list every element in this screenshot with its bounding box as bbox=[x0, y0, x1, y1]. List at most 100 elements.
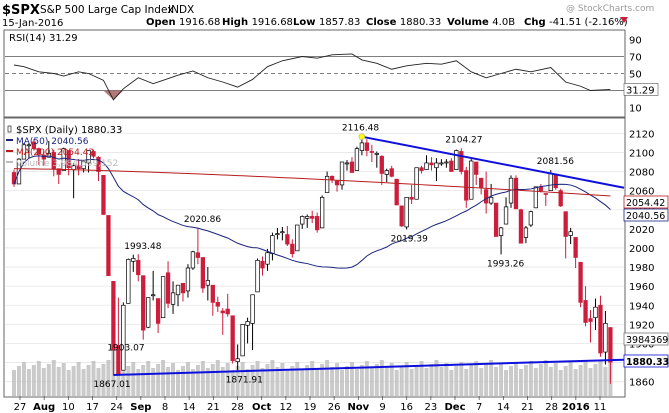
candle-body bbox=[479, 177, 484, 189]
candle bbox=[518, 208, 524, 244]
candle-body bbox=[518, 209, 524, 244]
volume-bar bbox=[300, 369, 305, 396]
volume-bar bbox=[131, 362, 136, 396]
volume-bar bbox=[290, 366, 295, 396]
candle bbox=[280, 226, 285, 241]
candle-body bbox=[255, 260, 260, 293]
price-y-tick: 2100 bbox=[629, 148, 654, 159]
volume-bar bbox=[41, 368, 46, 396]
candle bbox=[180, 282, 186, 302]
candle-body bbox=[185, 267, 191, 292]
candle bbox=[573, 237, 578, 269]
candle-body bbox=[359, 142, 365, 151]
rsi-y-tick: 70 bbox=[629, 53, 642, 64]
candle-body bbox=[165, 272, 171, 304]
volume-bar bbox=[51, 360, 56, 396]
candle bbox=[225, 293, 230, 317]
volume-bar bbox=[180, 366, 185, 396]
volume-bar bbox=[479, 368, 484, 396]
volume-bar bbox=[275, 367, 280, 396]
candle bbox=[11, 169, 17, 187]
volume-bar bbox=[265, 364, 270, 396]
candle-body bbox=[409, 196, 414, 200]
volume-bar bbox=[325, 360, 330, 396]
candle bbox=[121, 302, 126, 371]
candle bbox=[508, 175, 514, 208]
volume-bar bbox=[538, 364, 543, 396]
candle bbox=[474, 161, 479, 185]
volume-bar bbox=[220, 367, 225, 396]
candle bbox=[146, 297, 151, 329]
candle bbox=[469, 159, 474, 200]
candle-body bbox=[121, 304, 126, 371]
candle bbox=[290, 239, 295, 258]
candle bbox=[126, 258, 131, 304]
candle bbox=[324, 171, 330, 193]
volume-bar bbox=[354, 369, 359, 396]
x-tick-label: 19 bbox=[304, 402, 317, 413]
candle-body bbox=[523, 227, 529, 238]
candle-body bbox=[31, 141, 37, 149]
right-value-box bbox=[623, 354, 669, 368]
price-annotation: 2081.56 bbox=[537, 157, 574, 167]
candle-body bbox=[379, 155, 384, 174]
pivot-highlight bbox=[358, 133, 366, 140]
candle bbox=[190, 250, 196, 270]
x-tick-label: 14 bbox=[183, 402, 196, 413]
volume-bar bbox=[81, 369, 86, 396]
candle bbox=[141, 275, 146, 340]
candle-body bbox=[399, 205, 404, 227]
candle-body bbox=[339, 161, 345, 186]
volume-bar bbox=[419, 361, 424, 396]
candle bbox=[160, 276, 166, 319]
rsi-panel: RSI(14) 31.29 103050709031.29 bbox=[3, 29, 659, 118]
candle-body bbox=[310, 216, 315, 219]
candle bbox=[300, 215, 305, 229]
volume-bar bbox=[528, 361, 533, 396]
rsi-y-tick: 90 bbox=[629, 36, 642, 47]
trendline-lower bbox=[113, 358, 625, 376]
candle bbox=[235, 344, 240, 371]
volume-bar bbox=[315, 368, 320, 396]
candle bbox=[151, 270, 156, 301]
candle bbox=[553, 174, 558, 190]
candle bbox=[354, 146, 360, 171]
volume-bar bbox=[176, 370, 181, 396]
down-triangle-icon bbox=[620, 17, 628, 23]
volume-bar bbox=[374, 364, 379, 396]
volume-bar bbox=[349, 362, 354, 396]
candle bbox=[503, 197, 509, 225]
legend-entry: MA(200) 2054.42 bbox=[16, 148, 94, 158]
volume-bar bbox=[523, 365, 528, 396]
volume-bar bbox=[280, 363, 285, 396]
candle bbox=[339, 161, 345, 190]
candle bbox=[315, 212, 320, 233]
candle bbox=[498, 226, 504, 255]
candle-body bbox=[205, 280, 210, 286]
candle bbox=[344, 160, 350, 171]
volume-bar bbox=[91, 361, 96, 396]
candle bbox=[364, 139, 370, 157]
candle bbox=[429, 157, 434, 171]
candle bbox=[484, 171, 489, 214]
ma200-line bbox=[13, 168, 611, 197]
volume-bar bbox=[454, 366, 459, 396]
volume-bar bbox=[156, 364, 161, 396]
candle bbox=[439, 159, 444, 166]
candle-body bbox=[464, 170, 469, 201]
candle bbox=[260, 256, 265, 276]
x-tick-label: 27 bbox=[14, 402, 27, 413]
candle-body bbox=[414, 167, 419, 200]
volume-bar bbox=[598, 360, 603, 396]
candle bbox=[379, 155, 384, 185]
volume-bar bbox=[439, 367, 444, 396]
candle bbox=[493, 202, 499, 237]
volume-bar bbox=[250, 365, 255, 396]
candle bbox=[444, 159, 449, 168]
candle bbox=[414, 167, 419, 200]
candle-body bbox=[454, 150, 459, 170]
candle-body bbox=[61, 148, 66, 171]
quote-high: High 1916.68 bbox=[222, 17, 293, 28]
candle bbox=[46, 140, 51, 158]
candle-body bbox=[141, 275, 146, 331]
